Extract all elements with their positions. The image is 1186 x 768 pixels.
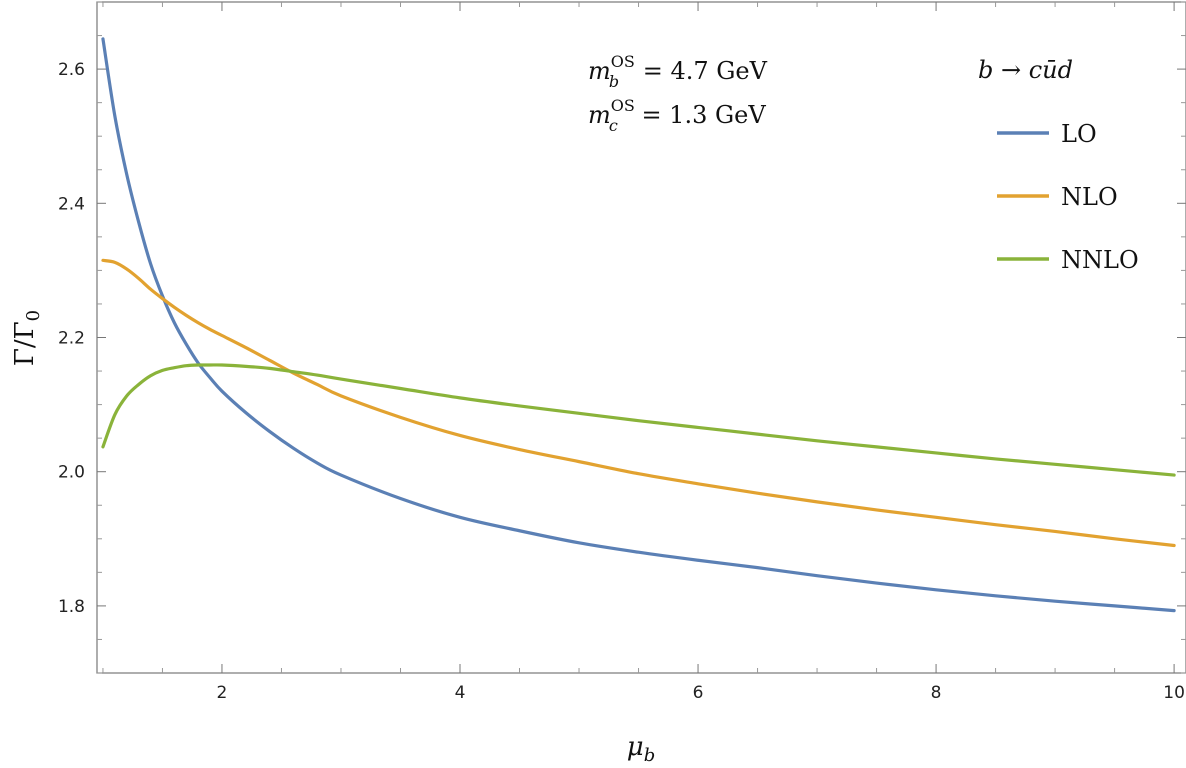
- annotation-mc: mOS c = 1.3 GeV: [588, 96, 766, 135]
- series-line-lo: [101, 37, 1176, 613]
- ticks: 2 4 6 8 10 1.8 2.0 2.2 2.4 2.6: [58, 1, 1186, 703]
- series-lines: [101, 37, 1176, 613]
- y-axis-title: Γ/Γ0: [10, 310, 44, 366]
- annotation-mc-sup: OS: [611, 96, 635, 115]
- y-tick-label: 2.0: [58, 463, 85, 483]
- x-axis-title-subscript: b: [644, 745, 656, 766]
- legend-title: b → cūd: [978, 56, 1073, 84]
- y-tick-label: 2.6: [58, 60, 85, 80]
- annotation-mc-sub: c: [609, 116, 618, 135]
- legend: b → cūd LO NLO NNLO: [978, 56, 1139, 274]
- x-tick-label: 8: [931, 683, 942, 703]
- legend-label-nlo: NLO: [1061, 183, 1118, 211]
- y-tick-label: 1.8: [58, 597, 85, 617]
- x-tick-label: 4: [455, 683, 466, 703]
- x-axis-title-symbol: μ: [627, 732, 644, 762]
- legend-label-lo: LO: [1061, 120, 1097, 148]
- y-tick-label: 2.4: [58, 194, 85, 214]
- annotation-mb-symbol: m: [588, 57, 611, 85]
- annotation-mb: mOS b = 4.7 GeV: [588, 52, 768, 91]
- legend-items: LO NLO NNLO: [997, 120, 1139, 274]
- annotation-mb-value: = 4.7 GeV: [635, 57, 768, 85]
- x-tick-label: 6: [693, 683, 704, 703]
- x-tick-label: 10: [1163, 683, 1185, 703]
- y-tick-label: 2.2: [58, 329, 85, 349]
- y-axis-title-subscript: 0: [23, 310, 44, 321]
- annotation-mc-symbol: m: [588, 101, 611, 129]
- series-line-nnlo: [101, 363, 1176, 477]
- x-tick-label: 2: [217, 683, 228, 703]
- y-axis-title-main: Γ/Γ: [10, 321, 40, 366]
- series-line-nlo: [101, 258, 1176, 548]
- annotation-mb-sup: OS: [611, 52, 635, 71]
- legend-label-nnlo: NNLO: [1061, 246, 1139, 274]
- annotation-mc-value: = 1.3 GeV: [634, 101, 767, 129]
- annotation-mb-sub: b: [609, 72, 619, 91]
- x-axis-title: μb: [627, 732, 655, 766]
